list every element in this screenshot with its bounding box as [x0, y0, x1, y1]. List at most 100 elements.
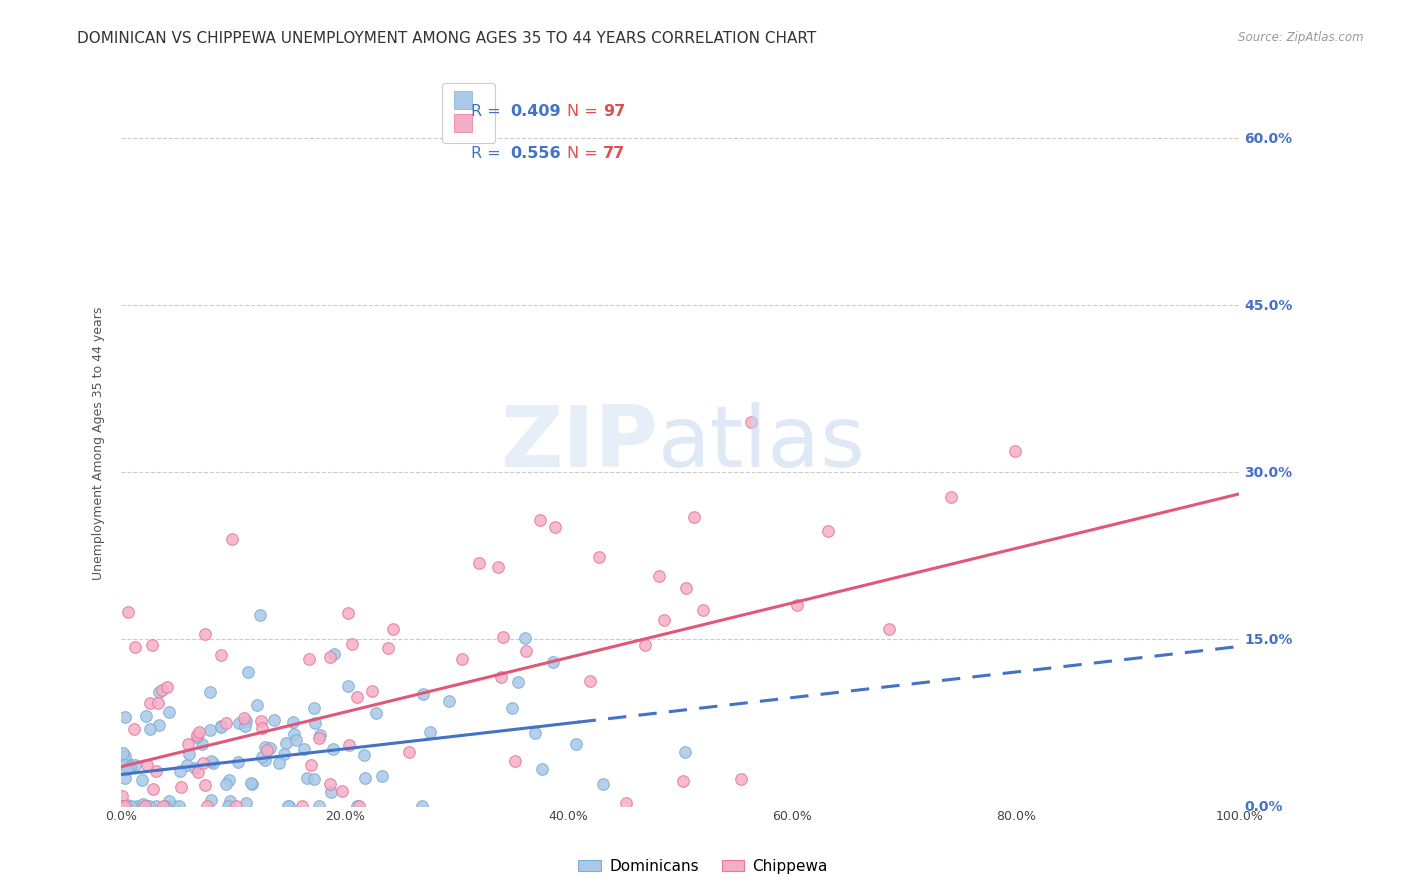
Text: R =: R = — [471, 104, 506, 119]
Point — [187, 764, 209, 779]
Legend: Dominicans, Chippewa: Dominicans, Chippewa — [572, 853, 834, 880]
Point — [730, 772, 752, 787]
Text: 0.409: 0.409 — [510, 104, 561, 119]
Point — [235, 714, 257, 728]
Point — [308, 731, 330, 746]
Point — [292, 741, 315, 756]
Point — [139, 696, 162, 710]
Text: Source: ZipAtlas.com: Source: ZipAtlas.com — [1239, 31, 1364, 45]
Point — [115, 797, 138, 812]
Point — [513, 631, 536, 645]
Point — [298, 652, 321, 666]
Point — [209, 719, 232, 733]
Point — [492, 630, 515, 644]
Point — [135, 757, 157, 772]
Point — [238, 665, 260, 679]
Point — [652, 613, 675, 627]
Point — [529, 513, 551, 527]
Point — [371, 769, 394, 783]
Point — [330, 784, 353, 798]
Point — [278, 798, 301, 813]
Point — [233, 711, 256, 725]
Point — [1004, 443, 1026, 458]
Point — [240, 777, 263, 791]
Text: 0.556: 0.556 — [510, 146, 561, 161]
Point — [114, 771, 136, 785]
Point — [501, 701, 523, 715]
Point — [163, 798, 186, 813]
Point — [150, 682, 173, 697]
Point — [246, 698, 269, 712]
Point — [111, 746, 134, 760]
Point — [176, 758, 198, 772]
Point — [145, 798, 167, 813]
Point — [145, 764, 167, 778]
Point — [132, 797, 155, 811]
Point — [614, 796, 637, 810]
Point — [135, 708, 157, 723]
Point — [419, 725, 441, 739]
Point — [124, 640, 146, 654]
Point — [588, 549, 610, 564]
Point — [148, 696, 170, 710]
Point — [118, 760, 141, 774]
Point — [240, 776, 263, 790]
Point — [411, 798, 433, 813]
Point — [233, 719, 256, 733]
Point — [285, 733, 308, 747]
Point — [276, 736, 298, 750]
Point — [489, 670, 512, 684]
Point — [939, 490, 962, 504]
Point — [299, 758, 322, 772]
Point — [633, 638, 655, 652]
Point — [523, 726, 546, 740]
Point — [281, 714, 304, 729]
Point — [200, 754, 222, 768]
Point — [672, 773, 695, 788]
Point — [673, 745, 696, 759]
Point — [200, 793, 222, 807]
Point — [132, 798, 155, 813]
Text: ZIP: ZIP — [501, 402, 658, 485]
Point — [156, 680, 179, 694]
Point — [353, 771, 375, 785]
Point — [202, 756, 225, 770]
Point — [110, 798, 132, 813]
Point — [291, 798, 314, 813]
Point — [740, 415, 762, 429]
Point — [250, 714, 273, 728]
Point — [592, 777, 614, 791]
Point — [142, 781, 165, 796]
Point — [152, 798, 174, 813]
Point — [215, 715, 238, 730]
Point — [249, 608, 271, 623]
Point — [398, 746, 420, 760]
Point — [118, 757, 141, 772]
Point — [124, 758, 146, 772]
Point — [361, 684, 384, 698]
Point — [682, 510, 704, 524]
Point — [412, 687, 434, 701]
Point — [437, 694, 460, 708]
Point — [177, 737, 200, 751]
Point — [138, 798, 160, 813]
Point — [191, 737, 214, 751]
Point — [148, 684, 170, 698]
Point — [184, 761, 207, 775]
Point — [139, 722, 162, 736]
Text: N =: N = — [567, 146, 603, 161]
Point — [302, 772, 325, 786]
Point — [169, 764, 191, 779]
Point — [112, 798, 135, 813]
Point — [157, 705, 180, 719]
Point — [308, 728, 330, 742]
Text: N =: N = — [567, 104, 603, 119]
Point — [304, 715, 326, 730]
Point — [273, 747, 295, 762]
Point — [188, 725, 211, 739]
Point — [692, 603, 714, 617]
Point — [675, 581, 697, 595]
Point — [131, 773, 153, 788]
Point — [194, 778, 217, 792]
Point — [217, 798, 239, 813]
